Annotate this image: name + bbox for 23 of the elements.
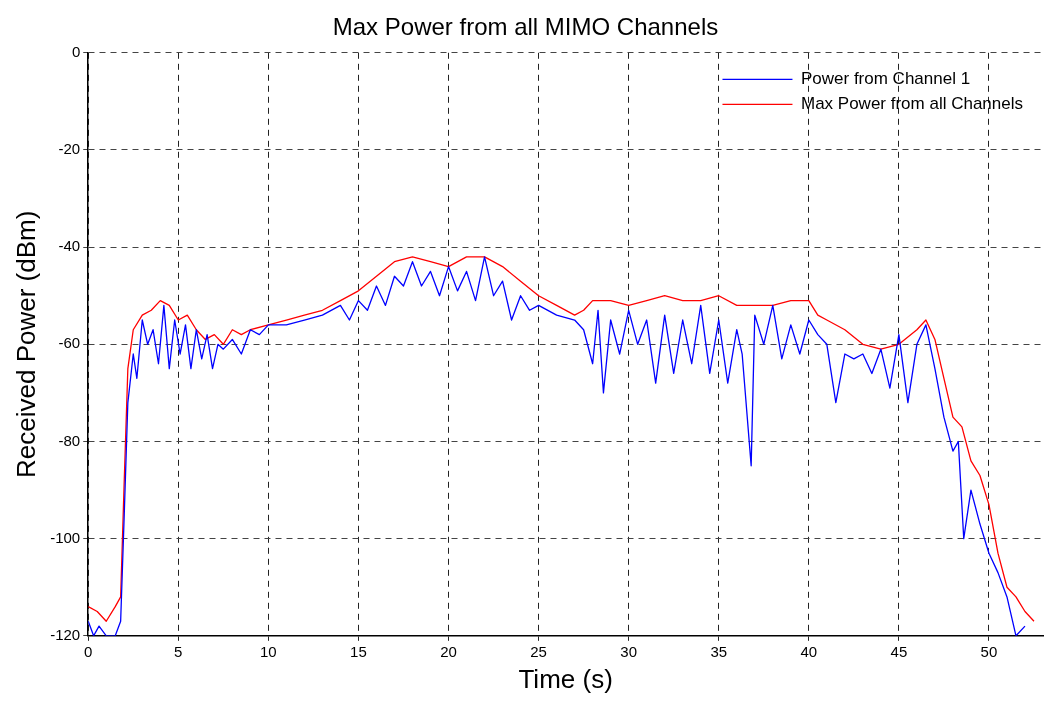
y-tick-label: -60 [58, 334, 81, 352]
y-tick-label: -20 [58, 140, 81, 158]
y-tick-label: -120 [50, 625, 81, 643]
legend-label: Max Power from all Channels [800, 93, 1023, 113]
y-axis-title: Received Power (dBm) [10, 210, 41, 478]
x-tick-label: 25 [530, 642, 547, 660]
x-tick-label: 5 [174, 642, 183, 660]
chart-title: Max Power from all MIMO Channels [332, 13, 719, 41]
y-tick-label: -100 [50, 528, 81, 546]
x-tick-label: 45 [890, 642, 908, 660]
x-axis-title: Time (s) [518, 663, 613, 694]
x-tick-label: 20 [440, 642, 457, 660]
x-tick-label: 15 [350, 642, 367, 660]
x-tick-label: 50 [980, 642, 998, 660]
y-tick-label: 0 [71, 42, 81, 60]
y-tick-label: -80 [58, 431, 81, 449]
x-tick-label: 35 [710, 642, 728, 660]
x-tick-label: 0 [84, 642, 93, 660]
x-tick-label: 30 [620, 642, 638, 660]
x-tick-label: 40 [800, 642, 818, 660]
x-tick-label: 10 [260, 642, 277, 660]
y-tick-label: -40 [58, 237, 81, 255]
legend-label: Power from Channel 1 [800, 68, 971, 88]
